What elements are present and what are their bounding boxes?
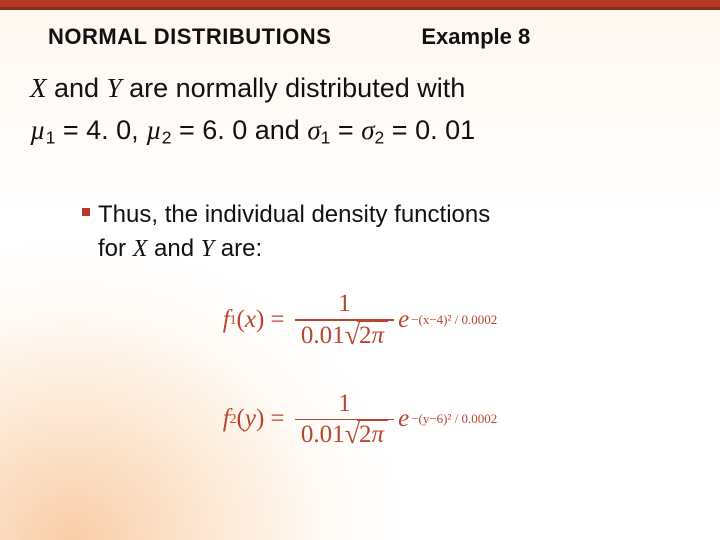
bullet-block: Thus, the individual density functions f… [82, 198, 690, 268]
formula-f2: f2(y) = 1 0.01√2π e−(y−6)² / 0.0002 [223, 389, 498, 450]
f1-e: e [398, 306, 409, 334]
mu1-sub: 1 [46, 127, 56, 147]
f2-fn: f [223, 405, 230, 433]
f1-sub: 1 [230, 312, 237, 328]
mu1-eq: = 4. 0, [55, 115, 146, 145]
section-title: NORMAL DISTRIBUTIONS [48, 24, 331, 50]
f1-two: 2 [359, 322, 372, 349]
f2-arg: y [245, 405, 256, 433]
sigma-eq: = 0. 01 [384, 115, 475, 145]
bullet-x: X [133, 236, 148, 262]
sqrt-icon: √2π [345, 420, 388, 450]
f2-numerator: 1 [332, 389, 357, 419]
bullet-y: Y [201, 236, 214, 262]
bullet-line-2-pre: for [98, 235, 133, 262]
f2-e: e [398, 405, 409, 433]
f2-fraction: 1 0.01√2π [295, 389, 394, 450]
bullet-text: Thus, the individual density functions f… [98, 198, 490, 268]
bullet-line-1: Thus, the individual density functions [98, 201, 490, 228]
bullet-mid: and [147, 235, 200, 262]
f1-denom-coeff: 0.01 [301, 322, 345, 349]
text-and: and [47, 73, 107, 103]
statement-line-2: µ1 = 4. 0, µ2 = 6. 0 and σ1 = σ2 = 0. 01 [30, 110, 690, 152]
accent-topbar [0, 0, 720, 10]
formula-f1: f1(x) = 1 0.01√2π e−(x−4)² / 0.0002 [223, 289, 498, 350]
f2-denom-coeff: 0.01 [301, 421, 345, 448]
mu2: µ [146, 115, 162, 145]
f2-pi: π [372, 421, 385, 448]
sigma-mid: = [330, 115, 361, 145]
sigma1-sub: 1 [321, 127, 331, 147]
bullet-item: Thus, the individual density functions f… [82, 198, 690, 268]
mu2-sub: 2 [162, 127, 172, 147]
f1-arg: x [245, 306, 256, 334]
f1-exp: −(x−4)² / 0.0002 [411, 312, 497, 328]
slide-header: NORMAL DISTRIBUTIONS Example 8 [0, 10, 720, 58]
f1-pi: π [372, 322, 385, 349]
f1-numerator: 1 [332, 289, 357, 319]
f1-denominator: 0.01√2π [295, 321, 394, 351]
square-bullet-icon [82, 208, 90, 216]
sigma2: σ [361, 115, 374, 145]
f1-fraction: 1 0.01√2π [295, 289, 394, 350]
mu1: µ [30, 115, 46, 145]
var-x: X [30, 73, 47, 103]
statement-line-1: X and Y are normally distributed with [30, 68, 690, 110]
f2-denominator: 0.01√2π [295, 420, 394, 450]
text-post: are normally distributed with [122, 73, 466, 103]
example-label: Example 8 [421, 24, 530, 50]
var-y: Y [107, 73, 122, 103]
sqrt-icon: √2π [345, 321, 388, 351]
f2-exp: −(y−6)² / 0.0002 [411, 411, 497, 427]
f1-fn: f [223, 306, 230, 334]
f2-two: 2 [359, 421, 372, 448]
sigma2-sub: 2 [375, 127, 385, 147]
sigma1: σ [307, 115, 320, 145]
bullet-post: are: [214, 235, 262, 262]
slide-body: X and Y are normally distributed with µ1… [0, 58, 720, 450]
formula-stack: f1(x) = 1 0.01√2π e−(x−4)² / 0.0002 f2(y… [30, 289, 690, 450]
mu2-eq: = 6. 0 and [171, 115, 307, 145]
f2-sub: 2 [230, 411, 237, 427]
